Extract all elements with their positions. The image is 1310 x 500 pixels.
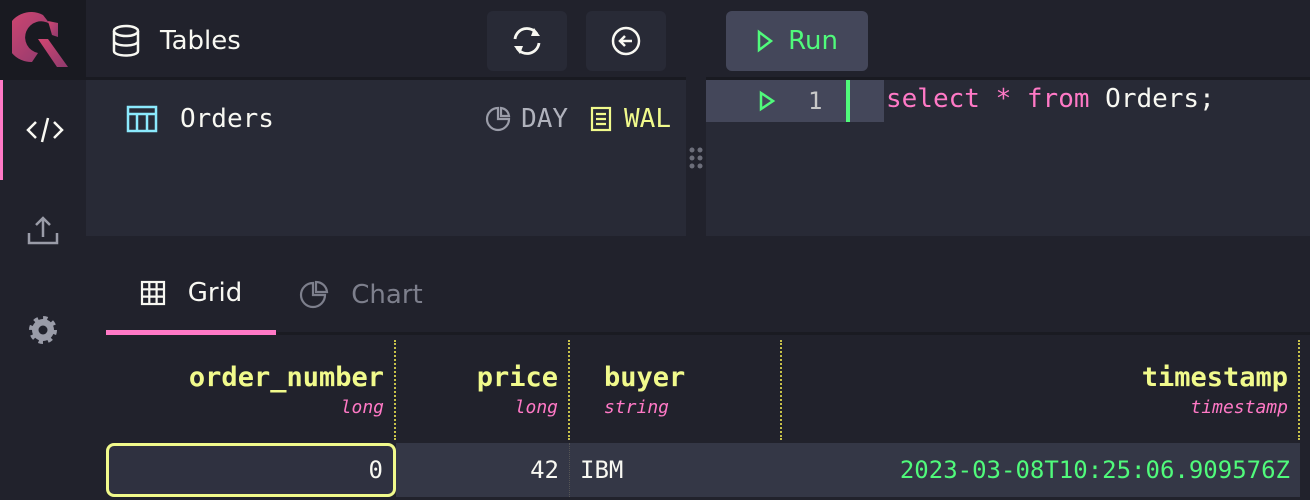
sidebar-item-settings[interactable]: [0, 280, 86, 380]
column-name: timestamp: [1141, 362, 1288, 393]
table-icon: [126, 105, 158, 133]
run-button[interactable]: Run: [726, 11, 868, 71]
tables-panel: Orders DAY WAL: [86, 80, 686, 236]
column-type: long: [340, 397, 384, 418]
arrow-left-circle-icon: [611, 26, 641, 56]
column-header[interactable]: timestamp timestamp: [782, 340, 1300, 440]
code-token: Orders;: [1089, 84, 1215, 114]
gear-icon: [29, 316, 57, 344]
play-icon: [757, 29, 774, 53]
wal-icon: [590, 106, 612, 132]
column-header[interactable]: price long: [396, 340, 570, 440]
run-label: Run: [788, 26, 838, 56]
line-gutter: 1: [706, 80, 884, 122]
pie-chart-icon: [300, 280, 329, 309]
upload-icon: [27, 216, 59, 245]
grid-cell-selected[interactable]: 0: [106, 443, 396, 497]
code-line[interactable]: select * from Orders;: [886, 84, 1215, 114]
code-token: from: [1026, 84, 1090, 114]
line-number: 1: [808, 87, 823, 115]
grid-icon: [140, 280, 165, 305]
tab-label: Chart: [351, 280, 423, 310]
code-icon: [25, 117, 64, 143]
grid-cell[interactable]: IBM: [570, 443, 782, 497]
tab-label: Grid: [187, 277, 243, 308]
column-name: buyer: [604, 362, 686, 393]
editor-toolbar: Run: [706, 0, 1310, 80]
code-token: *: [979, 84, 1027, 114]
sidebar: [0, 0, 86, 500]
drag-handle-icon: [689, 147, 703, 169]
partition-icon: [486, 106, 511, 132]
tab-grid[interactable]: Grid: [106, 255, 276, 335]
column-type: long: [514, 397, 558, 418]
app-logo[interactable]: [0, 0, 86, 80]
refresh-icon: [513, 27, 541, 55]
refresh-button[interactable]: [487, 11, 567, 71]
line-indicator: [846, 80, 851, 122]
collapse-button[interactable]: [586, 11, 666, 71]
panel-resize-handle[interactable]: [686, 80, 706, 236]
sql-editor[interactable]: 1 select * from Orders;: [706, 80, 1310, 236]
wal-label: WAL: [624, 104, 671, 134]
grid-cell[interactable]: 42: [396, 443, 570, 497]
grid-cell[interactable]: 2023-03-08T10:25:06.909576Z: [782, 443, 1300, 497]
code-token: select: [886, 84, 980, 114]
column-type: string: [604, 397, 670, 418]
tables-title: Tables: [160, 26, 241, 56]
partition-label: DAY: [521, 104, 569, 134]
column-type: timestamp: [1190, 397, 1288, 418]
database-icon: [112, 24, 140, 57]
column-header[interactable]: buyer string: [570, 340, 782, 440]
table-name: Orders: [180, 104, 274, 134]
tab-chart[interactable]: Chart: [276, 255, 446, 335]
sidebar-item-code[interactable]: [0, 80, 86, 180]
questdb-logo-icon: [12, 12, 68, 67]
column-name: price: [476, 362, 558, 393]
tables-header: Tables: [86, 0, 686, 80]
sidebar-item-import[interactable]: [0, 180, 86, 280]
table-row-orders[interactable]: Orders DAY WAL: [126, 104, 671, 134]
column-name: order_number: [188, 362, 384, 393]
run-line-icon[interactable]: [758, 90, 776, 112]
